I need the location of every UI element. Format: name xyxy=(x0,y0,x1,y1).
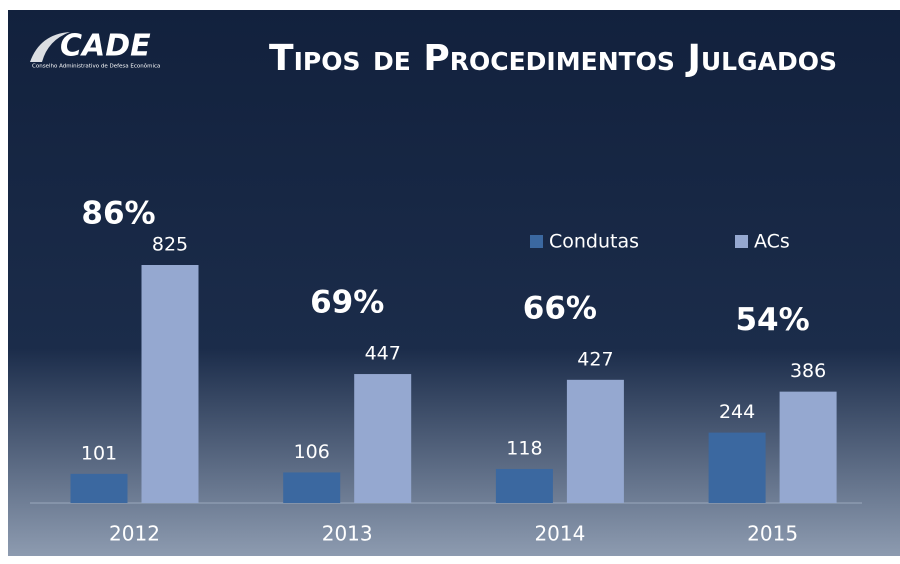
bar xyxy=(354,374,412,503)
data-label: 118 xyxy=(506,437,542,459)
bar xyxy=(283,472,341,503)
data-label: 244 xyxy=(719,401,755,423)
data-label: 427 xyxy=(577,348,613,370)
annotation: 69% xyxy=(310,285,384,321)
data-label: 106 xyxy=(294,441,330,463)
legend-swatch xyxy=(735,235,748,248)
bar xyxy=(708,432,766,503)
legend-label: ACs xyxy=(754,231,790,253)
logo-subtitle: Conselho Administrativo de Defesa Econôm… xyxy=(32,63,160,70)
annotation: 66% xyxy=(523,290,597,326)
logo-swoosh xyxy=(30,32,70,62)
x-tick-label: 2015 xyxy=(747,522,798,546)
legend-label: Condutas xyxy=(549,231,639,253)
logo-name: CADE xyxy=(60,29,151,64)
data-label: 386 xyxy=(790,360,826,382)
annotation: 54% xyxy=(735,302,809,338)
bar xyxy=(566,379,624,503)
x-tick-label: 2014 xyxy=(534,522,585,546)
data-label: 825 xyxy=(152,234,188,256)
data-label: 101 xyxy=(81,442,117,464)
bar xyxy=(779,391,837,503)
bar xyxy=(141,265,199,503)
chart-title: Tipos de Procedimentos Julgados xyxy=(269,38,837,79)
x-tick-label: 2013 xyxy=(322,522,373,546)
x-tick-label: 2012 xyxy=(109,522,160,546)
data-label: 447 xyxy=(365,343,401,365)
annotation: 86% xyxy=(81,196,155,232)
bar xyxy=(495,468,553,503)
legend-swatch xyxy=(530,235,543,248)
bar xyxy=(70,473,128,503)
